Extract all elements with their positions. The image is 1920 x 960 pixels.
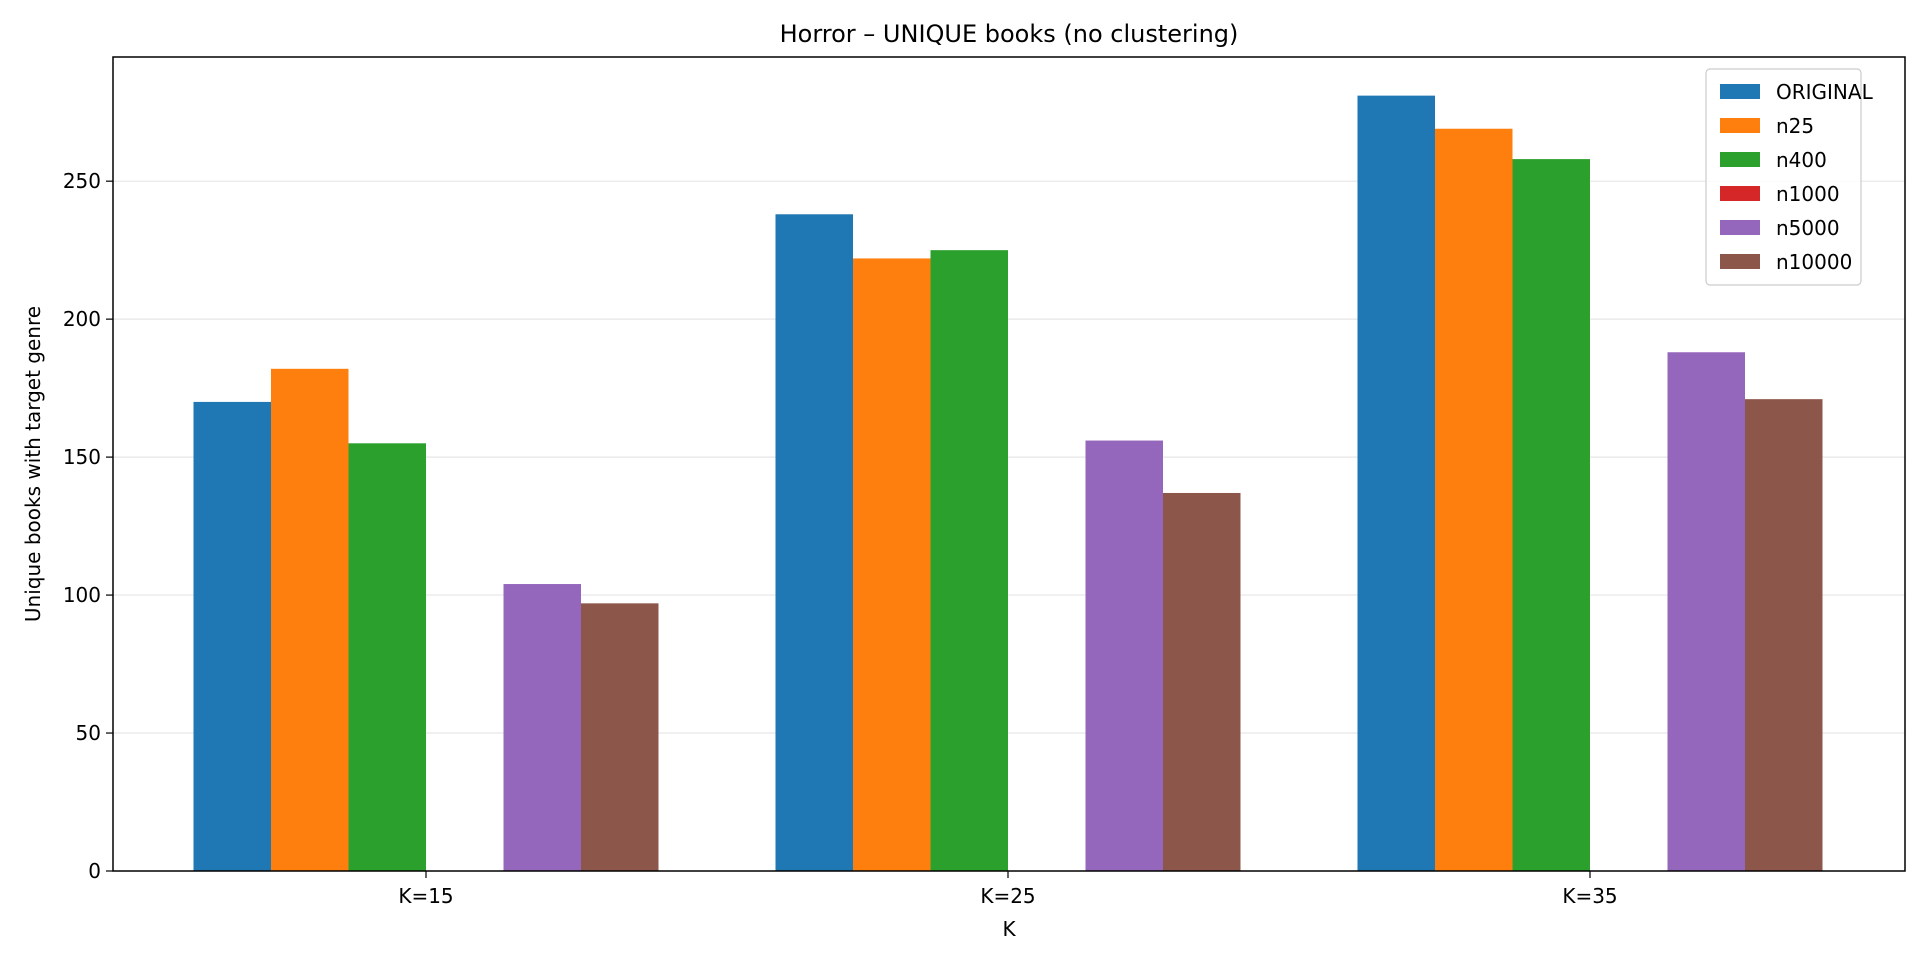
legend-label: n10000: [1776, 250, 1852, 274]
y-tick-label: 150: [63, 445, 101, 469]
x-axis-label: K: [1002, 917, 1016, 941]
bar-n400-K=35: [1512, 159, 1590, 871]
legend-swatch-n400: [1720, 152, 1760, 167]
bar-n10000-K=15: [581, 603, 659, 871]
y-tick-label: 50: [76, 721, 101, 745]
bar-n400-K=25: [930, 250, 1008, 872]
y-tick-label: 200: [63, 307, 101, 331]
bar-n400-K=15: [348, 443, 426, 871]
y-axis: 0 50 100 150 200 250: [63, 169, 113, 883]
bar-n5000-K=15: [503, 584, 581, 871]
legend-label: n25: [1776, 114, 1814, 138]
legend-swatch-n10000: [1720, 254, 1760, 269]
y-tick-label: 250: [63, 169, 101, 193]
bars: [193, 95, 1823, 872]
legend-swatch-n5000: [1720, 220, 1760, 235]
bar-n25-K=35: [1435, 128, 1513, 871]
bar-ORIGINAL-K=15: [193, 401, 271, 871]
x-axis: K=15 K=25 K=35: [398, 871, 1618, 908]
bar-n10000-K=25: [1163, 492, 1241, 871]
y-tick-label: 0: [88, 859, 101, 883]
legend-swatch-n25: [1720, 118, 1760, 133]
plot-frame: [112, 56, 1906, 872]
bar-n25-K=15: [271, 368, 349, 871]
bar-n5000-K=35: [1667, 352, 1745, 872]
legend-swatch-n1000: [1720, 186, 1760, 201]
legend-label: n400: [1776, 148, 1827, 172]
x-tick-label: K=25: [980, 884, 1035, 908]
bar-n5000-K=25: [1085, 440, 1163, 871]
legend-label: n1000: [1776, 182, 1840, 206]
legend-swatch-ORIGINAL: [1720, 84, 1760, 99]
legend-label: n5000: [1776, 216, 1840, 240]
chart-title: Horror – UNIQUE books (no clustering): [780, 20, 1239, 48]
legend: ORIGINAL n25 n400 n1000 n5000 n10000: [1705, 68, 1874, 286]
y-axis-label: Unique books with target genre: [21, 306, 45, 622]
bar-ORIGINAL-K=35: [1357, 95, 1435, 872]
x-tick-label: K=15: [398, 884, 453, 908]
bar-ORIGINAL-K=25: [775, 214, 853, 871]
bar-n25-K=25: [853, 258, 931, 871]
x-tick-label: K=35: [1562, 884, 1617, 908]
legend-label: ORIGINAL: [1776, 80, 1874, 104]
bar-n10000-K=35: [1745, 399, 1823, 871]
y-tick-label: 100: [63, 583, 101, 607]
